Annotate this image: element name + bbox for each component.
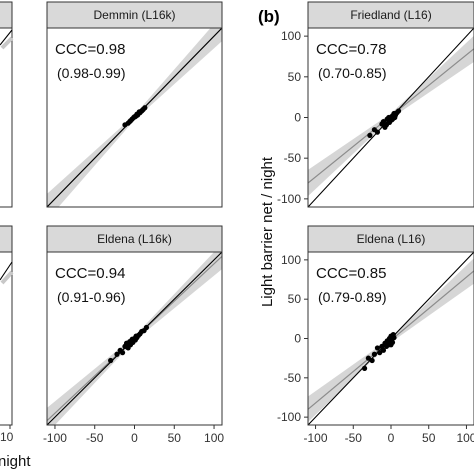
- facet-title: Eldena (L16): [357, 232, 426, 246]
- x-tick-label: 50: [422, 431, 436, 445]
- partial-strip-top: [0, 1, 13, 29]
- partial-panel-top: [0, 27, 13, 208]
- x-tick-label: 0: [131, 431, 138, 445]
- partial-x-axis-label: night: [0, 453, 31, 470]
- y-tick-label: 50: [288, 70, 302, 84]
- ccc-label: CCC=0.98: [55, 41, 125, 58]
- facet-strip: [46, 1, 223, 29]
- data-point: [367, 132, 373, 138]
- ccc-ci-label: (0.98-0.99): [57, 65, 125, 81]
- y-tick-label: -50: [284, 151, 302, 165]
- facet-strip: [307, 1, 474, 29]
- data-point: [389, 116, 396, 122]
- partial-band-bottom: [0, 270, 14, 285]
- data-point: [139, 107, 146, 113]
- partial-identity-line-bottom: [0, 261, 13, 281]
- x-tick-label: 0: [388, 431, 395, 445]
- panel-2: Friedland (L16) CCC=0.78 (0.70-0.85) 100 50 0…: [277, 1, 474, 208]
- data-point: [114, 351, 120, 357]
- facet-title: Eldena (L16k): [97, 232, 172, 246]
- panels: Demmin (L16k) CCC=0.98 (0.98-0.99) Friedlan…: [43, 1, 474, 445]
- y-tick-label: 0: [294, 332, 301, 346]
- x-tick-label: 100: [456, 431, 474, 445]
- facet-title: Friedland (L16): [350, 8, 431, 22]
- partial-left-panels: 10 night: [0, 1, 31, 470]
- x-tick-label: 100: [204, 431, 224, 445]
- y-tick-label: 0: [294, 111, 301, 125]
- panel-3: Eldena (L16k) CCC=0.94 (0.91-0.96) -100 -50 0…: [43, 225, 224, 445]
- data-point: [395, 108, 402, 114]
- data-point: [119, 350, 126, 356]
- data-point: [377, 350, 383, 356]
- data-point: [369, 357, 375, 364]
- data-point: [108, 357, 114, 364]
- y-tick-label: -100: [277, 192, 301, 206]
- panel-label-b: (b): [258, 7, 280, 26]
- data-point: [365, 355, 371, 361]
- data-point: [143, 324, 150, 331]
- x-tick-label: -50: [86, 431, 104, 445]
- partial-band-top: [0, 36, 14, 50]
- y-tick-label: 100: [281, 29, 301, 43]
- data-point: [361, 365, 368, 371]
- y-tick-label: 100: [281, 253, 301, 267]
- panel-frame: [46, 27, 223, 208]
- x-tick-label: -100: [43, 431, 67, 445]
- ccc-label: CCC=0.85: [316, 265, 386, 282]
- partial-panel-bottom: [0, 251, 13, 426]
- x-tick-label: -100: [304, 431, 328, 445]
- y-axis-label-b: Light barrier net / night: [259, 156, 276, 307]
- ccc-ci-label: (0.79-0.89): [318, 289, 386, 305]
- facet-strip: [46, 225, 223, 253]
- data-point: [371, 351, 377, 357]
- panel-plot-area: [47, 252, 222, 425]
- panel-4: Eldena (L16) CCC=0.85 (0.79-0.89) 100 50 0 -50…: [277, 225, 474, 445]
- data-point: [374, 129, 381, 135]
- panel-plot-area: [308, 28, 474, 207]
- partial-x-tick-label: 10: [0, 430, 14, 444]
- data-point: [379, 121, 385, 127]
- data-point: [391, 335, 397, 341]
- ccc-label: CCC=0.94: [55, 265, 125, 282]
- x-tick-label: -50: [345, 431, 363, 445]
- data-point: [374, 345, 381, 351]
- y-tick-label: -50: [284, 371, 302, 385]
- facet-title: Demmin (L16k): [93, 8, 175, 22]
- x-tick-label: 50: [168, 431, 182, 445]
- partial-identity-line-top: [0, 29, 13, 46]
- data-point: [380, 347, 387, 353]
- data-point: [127, 118, 133, 125]
- ccc-ci-label: (0.70-0.85): [318, 65, 386, 81]
- panel-plot-area: [308, 252, 474, 425]
- panel-1: Demmin (L16k) CCC=0.98 (0.98-0.99): [46, 1, 223, 208]
- panel-plot-area: [47, 28, 222, 207]
- y-tick-label: -100: [277, 410, 301, 424]
- data-point: [132, 114, 138, 120]
- data-point: [383, 122, 390, 128]
- ccc-ci-label: (0.91-0.96): [57, 289, 125, 305]
- data-point: [388, 342, 394, 348]
- partial-strip-bottom: [0, 225, 13, 253]
- ccc-label: CCC=0.78: [316, 41, 386, 58]
- y-tick-label: 50: [288, 292, 302, 306]
- facet-strip: [307, 225, 474, 253]
